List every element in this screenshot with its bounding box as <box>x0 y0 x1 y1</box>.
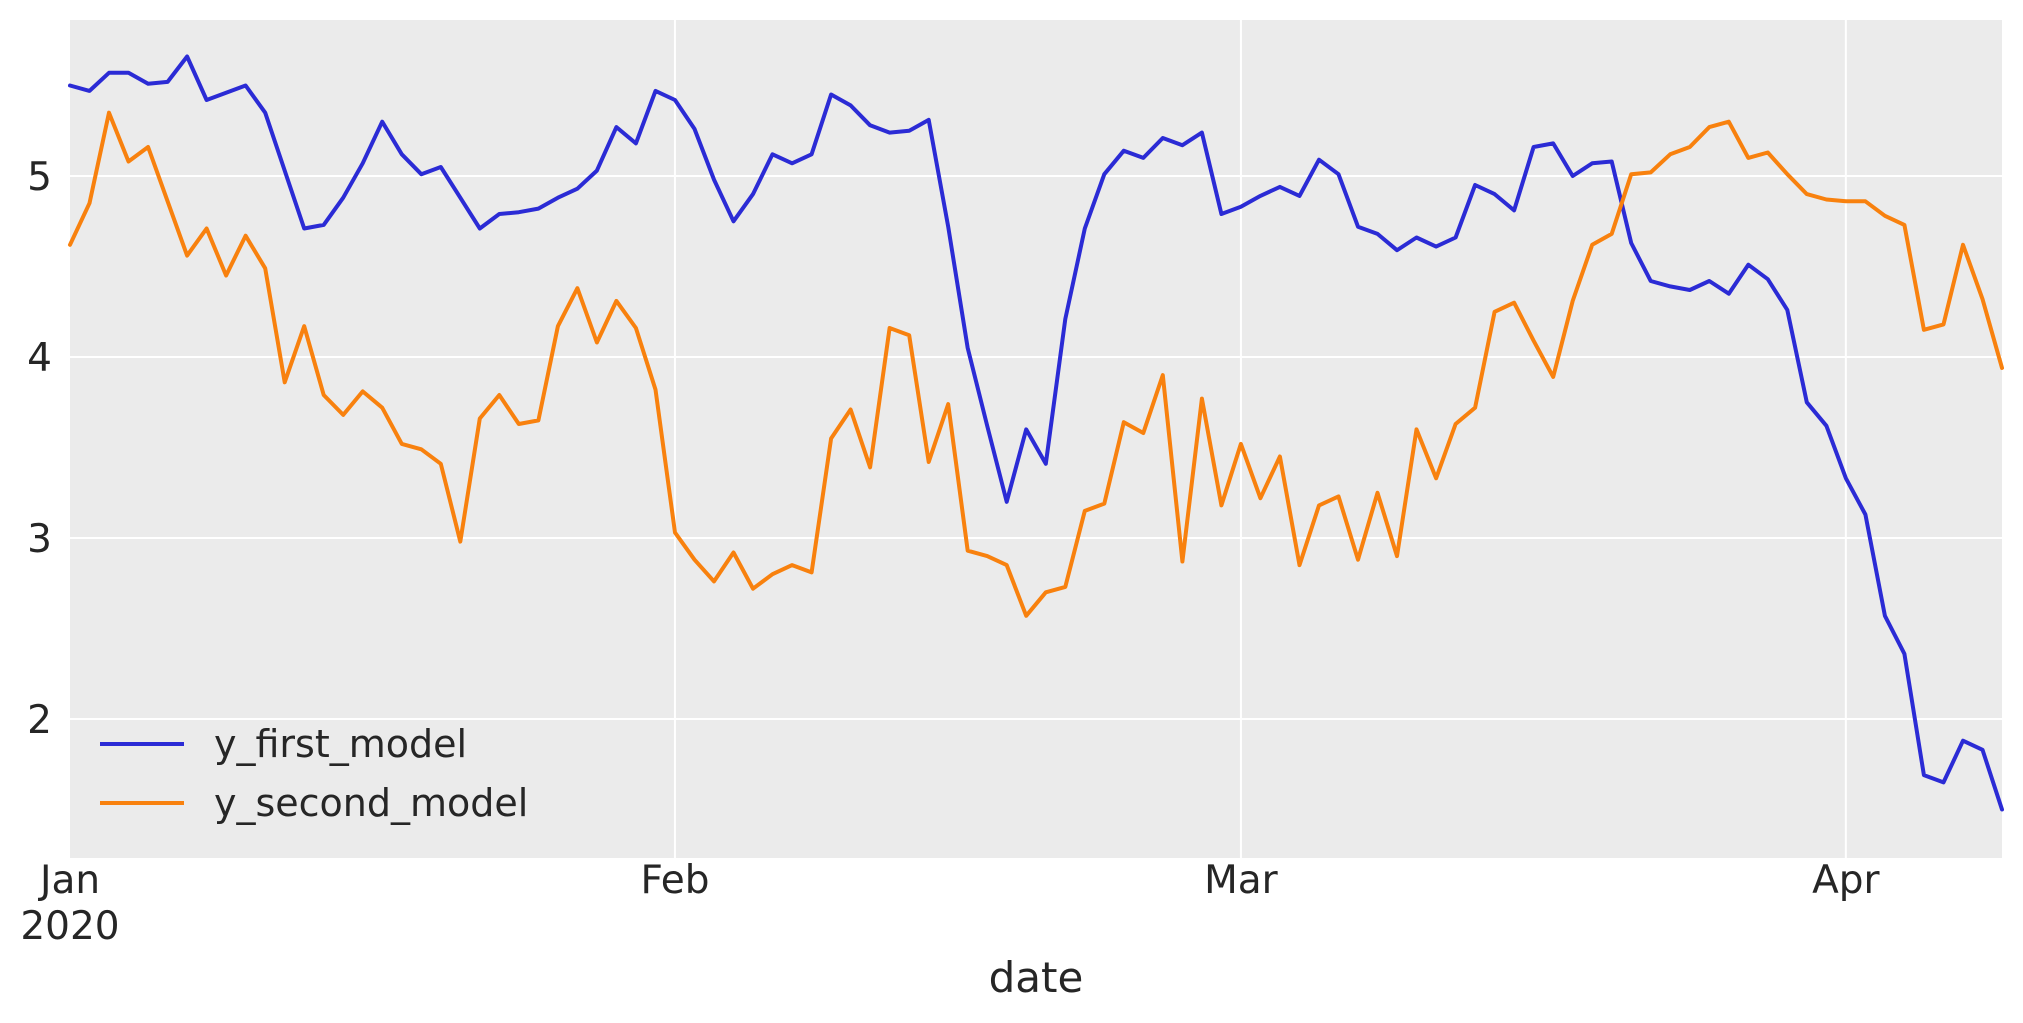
series-line-y_second_model <box>68 110 2004 618</box>
x-tick-label: Jan <box>37 858 100 903</box>
y-tick-label: 2 <box>27 698 52 743</box>
legend-label-first-model: y_first_model <box>214 722 467 766</box>
x-tick-year-label: 2020 <box>20 904 119 949</box>
legend: y_first_model y_second_model <box>100 722 528 825</box>
y-tick-label: 5 <box>27 155 52 200</box>
legend-item-second-model: y_second_model <box>100 781 528 825</box>
x-tick-label: Apr <box>1812 858 1880 903</box>
x-axis-title: date <box>989 953 1084 1002</box>
series-line-y_first_model <box>68 54 2004 812</box>
y-tick-label: 4 <box>27 336 52 381</box>
x-tick-label: Feb <box>640 858 709 903</box>
legend-item-first-model: y_first_model <box>100 722 467 766</box>
y-tick-label: 3 <box>27 517 52 562</box>
legend-label-second-model: y_second_model <box>214 781 528 825</box>
x-tick-label: Mar <box>1204 858 1279 903</box>
